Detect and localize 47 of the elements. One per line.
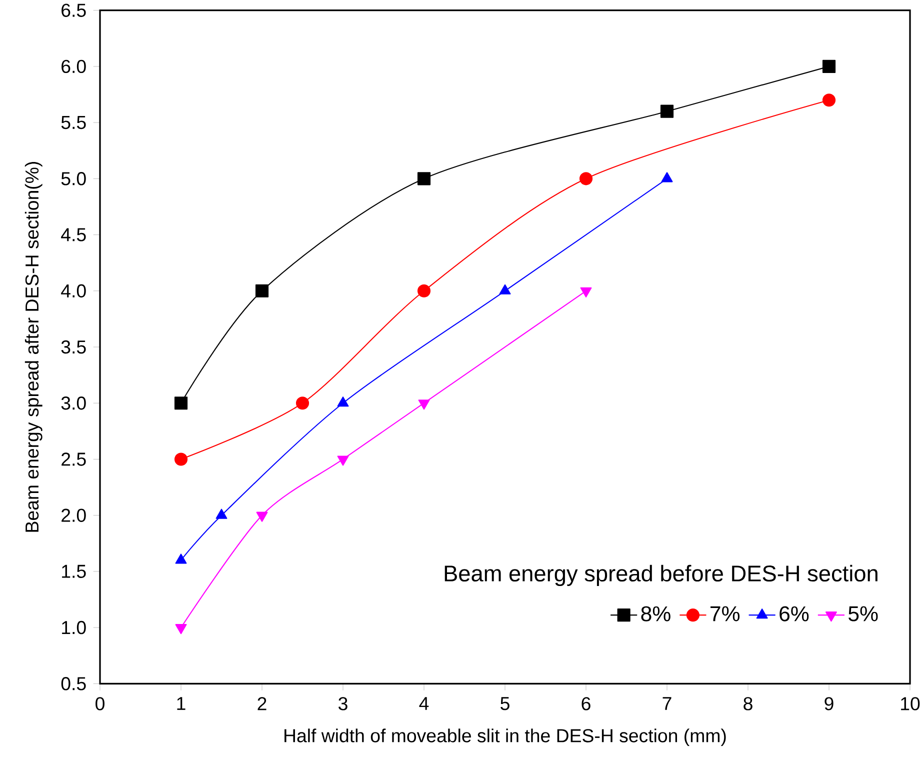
x-tick-label: 10 xyxy=(901,697,920,710)
x-tick-label: 8 xyxy=(744,697,752,710)
y-tick-label: 5.5 xyxy=(61,116,86,130)
point xyxy=(417,172,431,186)
x-tick-label: 3 xyxy=(338,697,348,710)
y-tick-label: 5.0 xyxy=(61,172,86,186)
x-tick-label: 0 xyxy=(96,697,104,710)
x-tick-label: 5 xyxy=(500,697,510,710)
legend-label: 5% xyxy=(848,606,878,622)
point xyxy=(255,284,269,298)
point xyxy=(418,400,430,410)
y-tick-label: 6.5 xyxy=(62,4,86,17)
point xyxy=(417,284,431,298)
x-tick-label: 9 xyxy=(824,697,834,710)
y-tick-label: 1.0 xyxy=(62,620,86,634)
point xyxy=(580,287,592,298)
y-tick-label: 4.5 xyxy=(61,228,86,242)
x-tick-label: 1 xyxy=(177,697,186,710)
point xyxy=(337,456,349,466)
y-tick-label: 1.5 xyxy=(62,564,86,578)
point xyxy=(661,172,673,182)
y-tick-label: 2.0 xyxy=(62,508,86,522)
y-tick-label: 3.0 xyxy=(61,396,86,410)
x-tick-label: 2 xyxy=(258,697,266,710)
y-tick-label: 0.5 xyxy=(61,677,86,690)
point xyxy=(822,60,836,73)
x-tick-label: 6 xyxy=(582,697,590,710)
point xyxy=(256,512,268,522)
y-tick-label: 3.5 xyxy=(61,340,86,354)
legend-label: 8% xyxy=(641,606,670,622)
x-tick-label: 7 xyxy=(662,697,672,710)
y-axis-title: Beam energy spread after DES-H section(%) xyxy=(24,162,42,532)
point xyxy=(296,396,310,410)
y-tick-label: 4.0 xyxy=(61,284,86,298)
point xyxy=(174,396,188,410)
x-axis-title: Half width of moveable slit in the DES-H section (mm) xyxy=(284,728,726,746)
legend-label: 7% xyxy=(710,606,740,622)
point xyxy=(175,624,187,634)
y-tick-label: 6.0 xyxy=(62,60,86,74)
point xyxy=(174,452,188,466)
point xyxy=(660,104,674,118)
legend-label: 6% xyxy=(780,606,809,622)
y-tick-label: 2.5 xyxy=(62,452,86,466)
legend-title: Beam energy spread before DES-H section xyxy=(444,564,878,586)
x-tick-label: 4 xyxy=(419,697,429,710)
point xyxy=(822,94,836,107)
point xyxy=(579,172,593,186)
